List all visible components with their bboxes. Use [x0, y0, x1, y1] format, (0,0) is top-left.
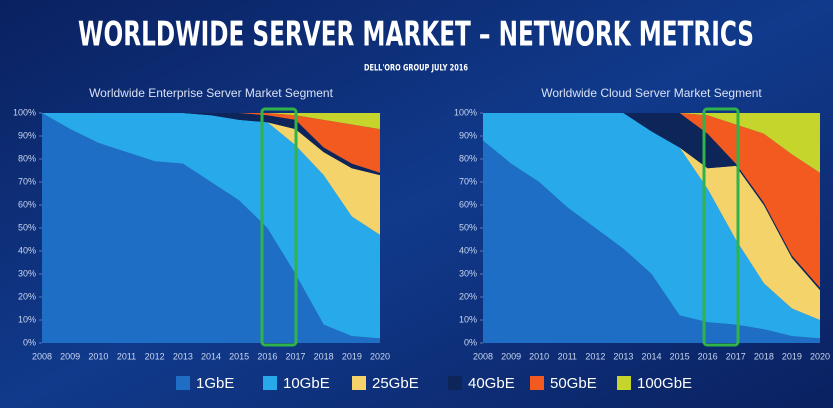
legend-label: 25GbE	[372, 375, 419, 392]
legend-label: 40GbE	[468, 375, 515, 392]
chart-title: Worldwide Cloud Server Market Segment	[541, 86, 762, 100]
y-tick-label: 20%	[18, 291, 36, 301]
x-tick-label: 2017	[285, 351, 305, 361]
y-tick-label: 90%	[459, 130, 477, 140]
highlight-box	[702, 107, 740, 347]
x-tick-label: 2009	[60, 351, 80, 361]
y-tick-label: 100%	[13, 107, 36, 117]
legend-swatch	[176, 376, 190, 390]
y-tick-label: 20%	[459, 291, 477, 301]
area	[483, 113, 820, 173]
y-tick-label: 40%	[459, 245, 477, 255]
x-tick-label: 2019	[782, 351, 802, 361]
x-tick-label: 2011	[117, 351, 136, 361]
x-tick-label: 2014	[201, 351, 221, 361]
legend-swatch	[263, 376, 277, 390]
area	[483, 113, 820, 320]
x-tick-label: 2016	[257, 351, 277, 361]
x-tick-label: 2010	[88, 351, 108, 361]
y-tick-label: 50%	[459, 222, 477, 232]
y-tick-label: 60%	[459, 199, 477, 209]
legend-label: 50GbE	[550, 375, 597, 392]
y-tick-label: 10%	[459, 314, 477, 324]
x-tick-label: 2020	[810, 351, 830, 361]
y-tick-label: 40%	[18, 245, 36, 255]
y-tick-label: 80%	[18, 153, 36, 163]
legend-swatch	[617, 376, 631, 390]
x-tick-label: 2012	[585, 351, 605, 361]
legend-label: 100GbE	[637, 375, 692, 392]
legend-label: 1GbE	[196, 375, 234, 392]
x-tick-label: 2011	[558, 351, 577, 361]
page-title: WORLDWIDE SERVER MARKET – NETWORK METRIC…	[78, 15, 754, 55]
x-tick-label: 2014	[641, 351, 661, 361]
x-tick-label: 2015	[670, 351, 690, 361]
x-tick-label: 2019	[342, 351, 362, 361]
y-tick-label: 90%	[18, 130, 36, 140]
y-tick-label: 100%	[454, 107, 477, 117]
x-tick-label: 2018	[754, 351, 774, 361]
x-tick-label: 2013	[173, 351, 193, 361]
x-tick-label: 2016	[698, 351, 718, 361]
y-tick-label: 30%	[18, 268, 36, 278]
legend-swatch	[448, 376, 462, 390]
area	[483, 113, 820, 288]
highlight-box	[260, 107, 298, 347]
y-tick-label: 60%	[18, 199, 36, 209]
y-tick-label: 70%	[18, 176, 36, 186]
x-tick-label: 2013	[613, 351, 633, 361]
x-tick-label: 2017	[726, 351, 746, 361]
legend-label: 10GbE	[283, 375, 330, 392]
area	[483, 113, 820, 339]
x-tick-label: 2018	[314, 351, 334, 361]
y-tick-label: 0%	[23, 337, 36, 347]
x-tick-label: 2009	[501, 351, 521, 361]
x-tick-label: 2008	[32, 351, 52, 361]
x-tick-label: 2010	[529, 351, 549, 361]
y-tick-label: 50%	[18, 222, 36, 232]
chart-title: Worldwide Enterprise Server Market Segme…	[89, 86, 334, 100]
x-tick-label: 2015	[229, 351, 249, 361]
legend-swatch	[530, 376, 544, 390]
legend-swatch	[352, 376, 366, 390]
area	[483, 140, 820, 343]
y-tick-label: 80%	[459, 153, 477, 163]
x-tick-label: 2020	[370, 351, 390, 361]
y-tick-label: 70%	[459, 176, 477, 186]
area	[42, 113, 380, 130]
y-tick-label: 10%	[18, 314, 36, 324]
y-tick-label: 0%	[464, 337, 477, 347]
page-subtitle: DELL'ORO GROUP JULY 2016	[364, 64, 468, 74]
y-tick-label: 30%	[459, 268, 477, 278]
x-tick-label: 2008	[473, 351, 493, 361]
x-tick-label: 2012	[145, 351, 165, 361]
